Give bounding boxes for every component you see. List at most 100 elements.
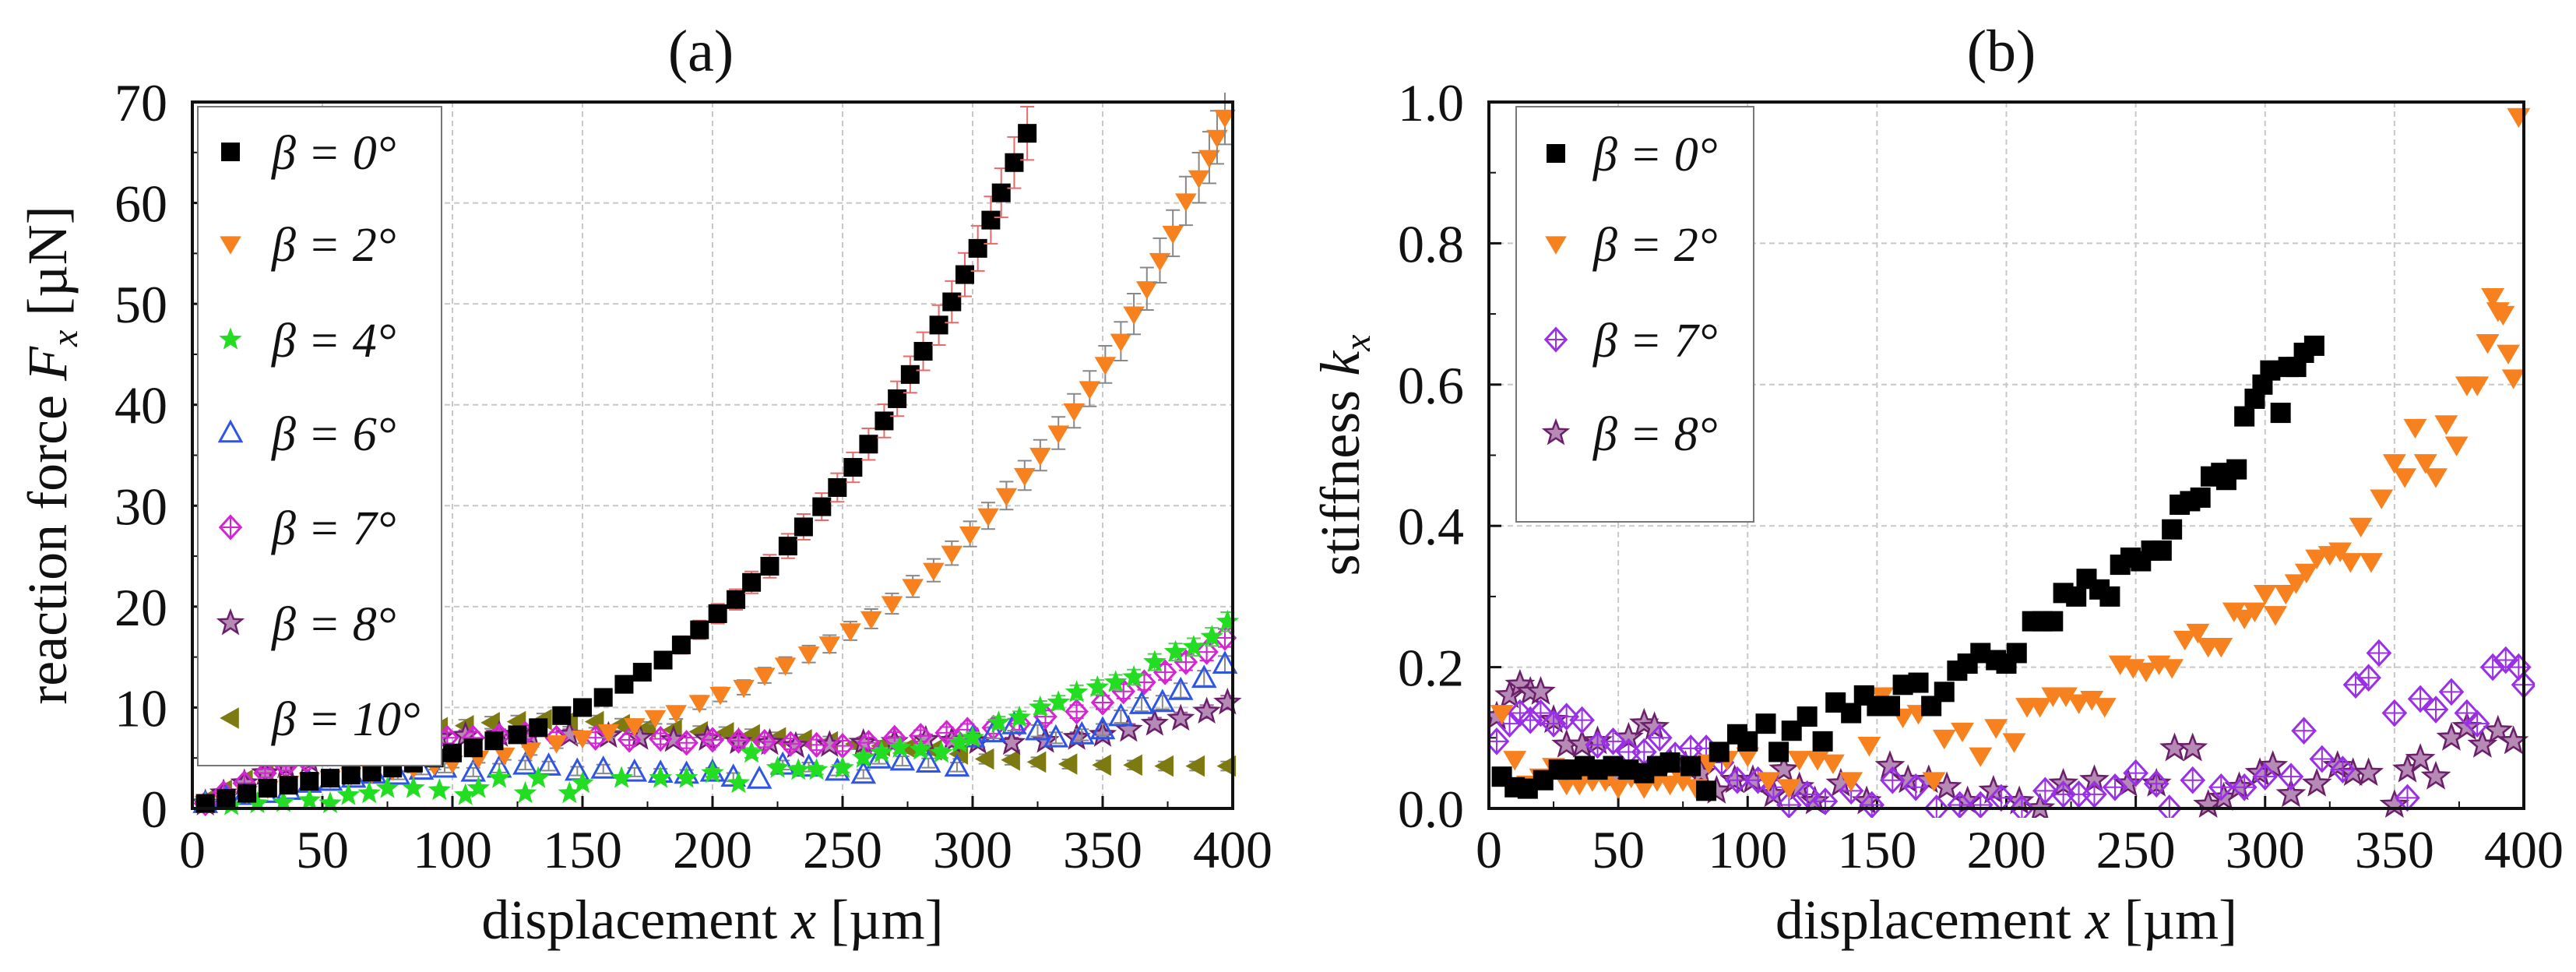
diamond-crosshair (2034, 778, 2057, 803)
data-point (2092, 698, 2117, 718)
legend-symbol (1545, 236, 1567, 255)
diamond-crosshair (1113, 680, 1134, 703)
diamond-crosshair (1726, 768, 1749, 793)
x-tick-label: 350 (2355, 820, 2434, 879)
legend-label: β = 8° (271, 598, 396, 651)
data-point (1212, 650, 1238, 674)
data-point (1696, 780, 1717, 801)
data-point (529, 718, 548, 738)
diamond-crosshair (1796, 782, 1818, 807)
y-tick-label: 70 (114, 73, 167, 132)
data-point (760, 557, 779, 576)
data-point (1043, 724, 1069, 748)
diamond-crosshair (2124, 761, 2147, 786)
data-point (818, 636, 841, 655)
diamond-shape (2156, 794, 2183, 818)
data-point (2028, 698, 2052, 718)
data-point (2053, 687, 2078, 707)
data-point (1756, 772, 1780, 792)
diamond-crosshair (2103, 775, 2127, 800)
data-point (512, 751, 538, 775)
legend-label: β = 8° (1592, 408, 1718, 461)
data-point (778, 731, 803, 757)
y-tick-label: 0.8 (1398, 214, 1464, 273)
data-point (934, 720, 959, 746)
data-point (1014, 467, 1036, 487)
diamond-crosshair (1860, 792, 1884, 818)
data-point (2043, 611, 2064, 632)
data-point (690, 620, 709, 639)
data-point (804, 758, 829, 780)
data-point (851, 745, 875, 768)
data-point (2393, 468, 2417, 488)
data-point (2066, 586, 2087, 607)
data-point (1167, 676, 1194, 700)
data-point (765, 755, 790, 778)
data-point (2303, 335, 2324, 356)
data-point (2162, 519, 2183, 540)
diamond-crosshair (702, 728, 723, 752)
data-point (850, 760, 877, 784)
diamond-crosshair (1904, 775, 1927, 800)
data-point (1063, 403, 1086, 422)
data-point (2173, 630, 2197, 651)
data-point (484, 731, 504, 751)
data-point (357, 781, 381, 804)
legend-label: β = 7° (271, 502, 396, 555)
data-point (794, 517, 813, 537)
data-point (1206, 129, 1228, 149)
data-point (2102, 773, 2128, 801)
data-point (1065, 698, 1089, 725)
data-point (2243, 602, 2267, 622)
data-point (341, 766, 361, 785)
data-point (1632, 779, 1656, 799)
data-point (1123, 754, 1142, 777)
data-point (318, 791, 342, 814)
data-point (1821, 754, 1845, 774)
diamond-crosshair (2367, 640, 2391, 666)
data-point (1216, 609, 1240, 632)
x-tick-label: 0 (179, 820, 206, 879)
data-point (974, 748, 994, 770)
legend-label: β = 6° (271, 408, 396, 461)
data-point (508, 725, 527, 745)
data-point (727, 727, 751, 754)
data-point (1857, 736, 1881, 757)
data-point (709, 686, 731, 706)
data-point (216, 789, 236, 808)
data-point (1879, 766, 1906, 794)
data-point (1934, 681, 1955, 703)
y-tick-label: 60 (114, 174, 167, 234)
data-point (1659, 752, 1680, 773)
data-point (987, 710, 1011, 733)
diamond-crosshair (1969, 792, 1992, 818)
data-point (1736, 747, 1760, 767)
diamond-crosshair (676, 731, 697, 755)
data-point (959, 526, 981, 545)
data-point (2180, 766, 2206, 794)
data-point (888, 735, 912, 758)
legend-label: β = 2° (271, 219, 396, 272)
data-point (1658, 775, 1682, 796)
data-point (991, 183, 1011, 202)
diamond-crosshair (1648, 725, 1671, 750)
error-bar (1096, 723, 1110, 737)
data-point (665, 705, 688, 724)
legend-symbol (1543, 326, 1568, 353)
y-tick-label: 40 (114, 376, 167, 435)
data-point (2067, 694, 2091, 714)
diamond-crosshair (2440, 679, 2463, 704)
y-axis-title-unit: [µN] (16, 206, 79, 329)
data-point (2420, 760, 2451, 790)
data-point (2190, 487, 2211, 508)
data-point (300, 772, 319, 791)
data-point (727, 771, 751, 794)
data-point (1839, 772, 1863, 792)
data-point (740, 741, 763, 763)
data-point (2379, 789, 2410, 818)
data-point (2260, 360, 2281, 381)
data-point (955, 265, 974, 284)
data-point (571, 771, 594, 794)
diamond-crosshair (2396, 785, 2419, 810)
legend-symbol (219, 327, 242, 350)
